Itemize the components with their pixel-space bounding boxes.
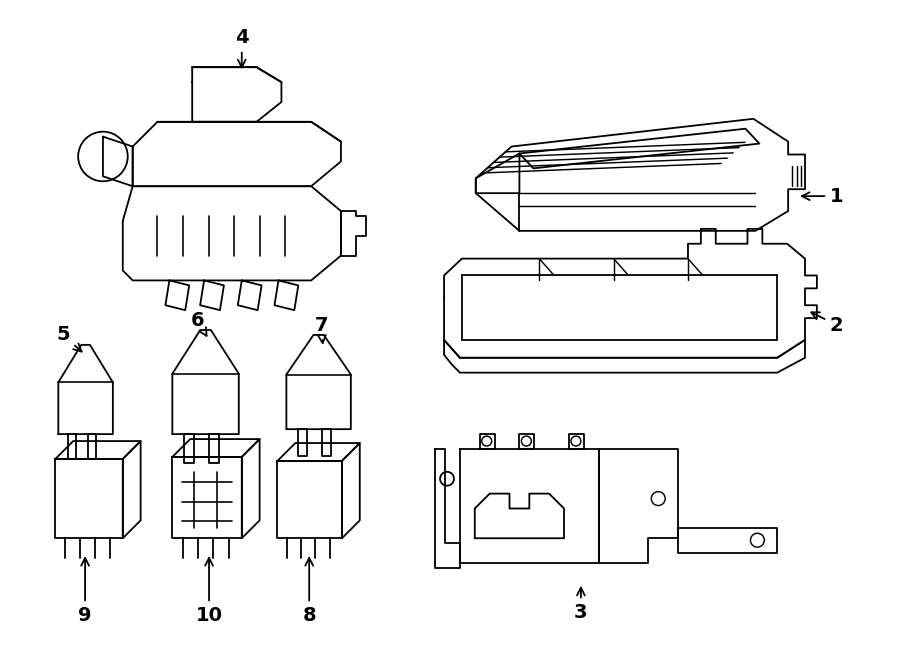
Text: 10: 10 <box>195 558 222 625</box>
Text: 8: 8 <box>302 558 316 625</box>
Text: 2: 2 <box>811 312 843 334</box>
Text: 6: 6 <box>190 311 207 336</box>
Text: 1: 1 <box>802 186 843 206</box>
Text: 5: 5 <box>57 325 82 352</box>
Text: 7: 7 <box>314 315 328 343</box>
Text: 9: 9 <box>78 558 92 625</box>
Text: 4: 4 <box>235 28 248 67</box>
Text: 3: 3 <box>574 588 588 622</box>
